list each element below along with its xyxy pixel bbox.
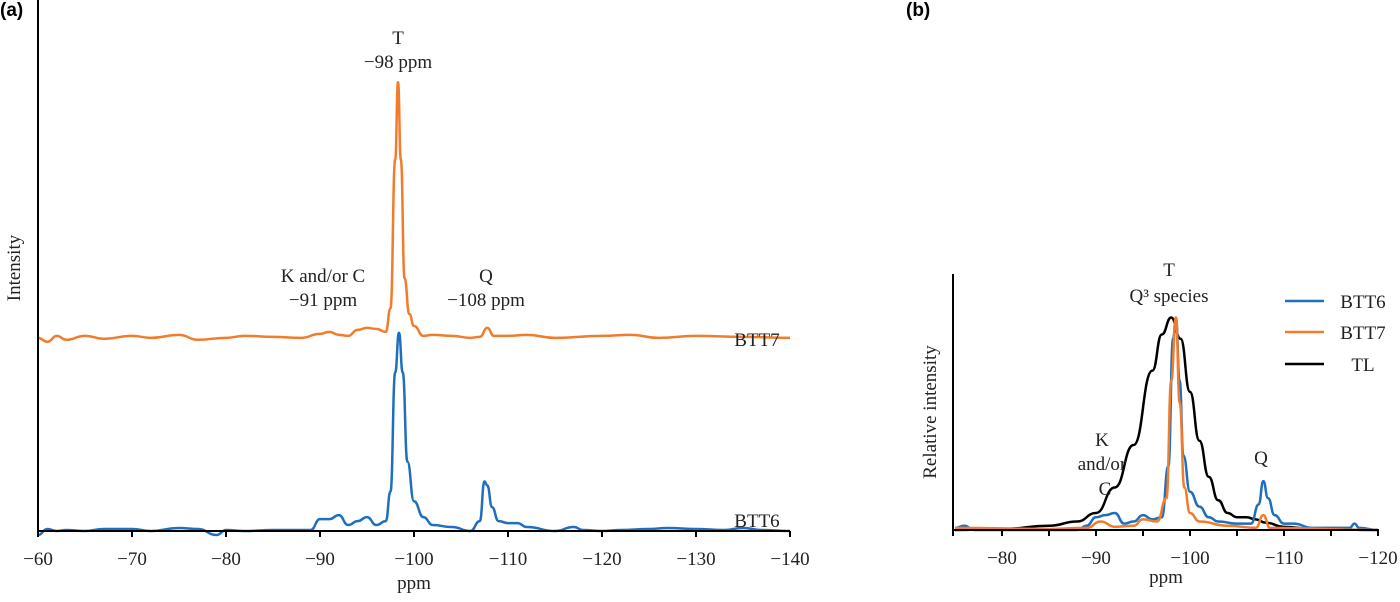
x-tick-label: −120	[1358, 548, 1397, 569]
series-label-btt7: BTT7	[734, 330, 779, 351]
annotation-t-ppm: −98 ppm	[364, 52, 432, 73]
series-line-btt7	[954, 316, 1379, 532]
x-tick-label: −110	[1265, 548, 1304, 569]
x-tick-label: −110	[489, 549, 528, 570]
annotation-q: Q	[479, 266, 493, 287]
x-tick-label: −90	[1081, 548, 1111, 569]
annotation-b-q: Q	[1254, 448, 1268, 469]
annotation-t: T	[392, 28, 404, 49]
panel-b-series	[954, 316, 1379, 532]
x-tick-label: −100	[1170, 548, 1209, 569]
panel-b-ticks: −80 −90 −100 −110 −120	[987, 530, 1398, 569]
panel-b-label: (b)	[906, 0, 930, 21]
legend-label-btt6: BTT6	[1340, 292, 1385, 313]
annotation-kc-ppm: −91 ppm	[289, 290, 357, 311]
legend: BTT6 BTT7 TL	[1285, 292, 1386, 376]
annotation-kc: K and/or C	[281, 266, 365, 287]
legend-label-btt7: BTT7	[1340, 323, 1385, 344]
annotation-q-ppm: −108 ppm	[447, 290, 525, 311]
panel-a-x-label: ppm	[397, 573, 431, 594]
series-line-btt7	[37, 80, 791, 344]
annotation-b-c: C	[1099, 479, 1112, 500]
panel-a: (a) −60 −70 −80 −90 −100 −110 −120 −130 −140 ppm…	[0, 0, 810, 594]
panel-b: (b) −80 −90 −100 −110 −120 ppm Relative inte…	[906, 0, 1398, 588]
x-tick-label: −60	[23, 549, 53, 570]
panel-b-y-label: Relative intensity	[920, 345, 941, 479]
x-tick-label: −70	[117, 549, 147, 570]
x-tick-label: −140	[770, 549, 809, 570]
annotation-b-q3: Q³ species	[1129, 286, 1208, 307]
series-line-btt6	[954, 316, 1379, 532]
panel-a-label: (a)	[0, 0, 23, 21]
x-tick-label: −80	[987, 548, 1017, 569]
panel-a-ticks: −60 −70 −80 −90 −100 −110 −120 −130 −140	[23, 531, 810, 570]
x-tick-label: −120	[582, 549, 621, 570]
panel-a-y-label: Intensity	[4, 234, 25, 301]
panel-a-series	[37, 80, 791, 537]
series-label-btt6: BTT6	[734, 511, 779, 532]
x-tick-label: −130	[676, 549, 715, 570]
panel-b-x-label: ppm	[1149, 567, 1183, 588]
series-line-btt6	[37, 331, 791, 537]
annotation-b-t: T	[1163, 260, 1175, 281]
annotation-b-k: K	[1095, 430, 1109, 451]
legend-label-tl: TL	[1351, 355, 1374, 376]
x-tick-label: −80	[211, 549, 241, 570]
x-tick-label: −100	[394, 549, 433, 570]
x-tick-label: −90	[305, 549, 335, 570]
annotation-b-andor: and/or	[1078, 454, 1127, 475]
